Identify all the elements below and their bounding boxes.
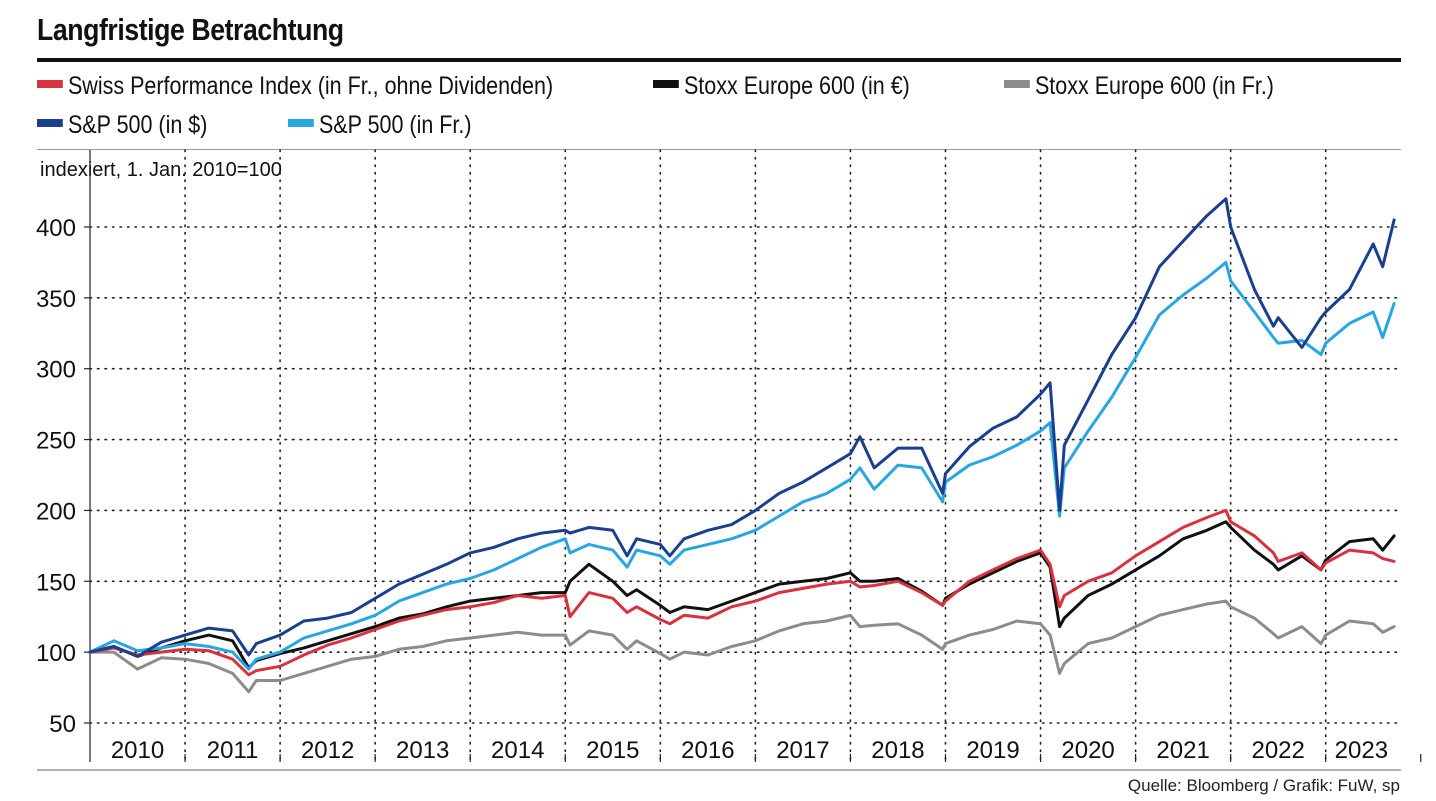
y-tick-label: 100 bbox=[36, 640, 76, 667]
y-tick-label: 300 bbox=[36, 357, 76, 384]
x-tick-label: 2023 bbox=[1335, 737, 1388, 764]
y-tick-label: 200 bbox=[36, 498, 76, 525]
legend-label-stoxx-eur: Stoxx Europe 600 (in €) bbox=[683, 72, 910, 100]
chart-title: Langfristige Betrachtung bbox=[37, 12, 344, 47]
legend-item-sp-chf: S&P 500 (in Fr.) bbox=[288, 111, 472, 140]
x-tick-label: 2021 bbox=[1156, 737, 1209, 764]
x-tick-label: 2015 bbox=[586, 737, 639, 764]
x-tick-label: 2020 bbox=[1061, 737, 1114, 764]
series-line-spi bbox=[88, 508, 1396, 677]
legend-label-spi: Swiss Performance Index (in Fr., ohne Di… bbox=[67, 72, 554, 100]
y-tick-label: 150 bbox=[36, 569, 76, 596]
series-line-sp-usd bbox=[88, 197, 1396, 658]
x-tick-label: 2014 bbox=[491, 737, 544, 764]
x-tick-label: 2017 bbox=[776, 737, 829, 764]
series-line-stoxx-chf bbox=[88, 599, 1396, 694]
x-tick-label: 2016 bbox=[681, 737, 734, 764]
y-tick-label: 350 bbox=[36, 286, 76, 313]
title-rule bbox=[37, 58, 1401, 62]
legend-item-sp-usd: S&P 500 (in $) bbox=[37, 111, 207, 140]
legend-swatch-sp-chf bbox=[288, 119, 314, 128]
legend-label-sp-chf: S&P 500 (in Fr.) bbox=[318, 111, 472, 139]
source-note: Quelle: Bloomberg / Grafik: FuW, sp bbox=[1127, 776, 1400, 795]
x-tick-label: 2022 bbox=[1251, 737, 1304, 764]
legend-item-stoxx-eur: Stoxx Europe 600 (in €) bbox=[653, 72, 910, 101]
legend-label-stoxx-chf: Stoxx Europe 600 (in Fr.) bbox=[1034, 72, 1274, 100]
y-axis-title: indexiert, 1. Jan. 2010=100 bbox=[40, 159, 282, 181]
legend-label-sp-usd: S&P 500 (in $) bbox=[67, 111, 208, 139]
x-tick-label: 2013 bbox=[396, 737, 449, 764]
x-tick-label: 2012 bbox=[301, 737, 354, 764]
series-line-sp-chf bbox=[88, 260, 1396, 671]
x-tick-label: 2010 bbox=[111, 737, 164, 764]
y-tick-label: 50 bbox=[49, 711, 76, 738]
legend-swatch-stoxx-chf bbox=[1004, 80, 1030, 89]
y-tick-label: 400 bbox=[36, 215, 76, 242]
legend-swatch-sp-usd bbox=[37, 119, 63, 128]
y-tick-label: 250 bbox=[36, 428, 76, 455]
legend-rule bbox=[37, 149, 1401, 150]
legend-item-spi: Swiss Performance Index (in Fr., ohne Di… bbox=[37, 72, 553, 101]
legend-item-stoxx-chf: Stoxx Europe 600 (in Fr.) bbox=[1004, 72, 1274, 101]
series-line-stoxx-eur bbox=[88, 520, 1396, 670]
x-tick-label: 2019 bbox=[966, 737, 1019, 764]
legend-swatch-stoxx-eur bbox=[653, 80, 679, 89]
x-tick-label: 2018 bbox=[871, 737, 924, 764]
legend-swatch-spi bbox=[37, 80, 63, 89]
x-tick-label: 2011 bbox=[207, 737, 259, 764]
